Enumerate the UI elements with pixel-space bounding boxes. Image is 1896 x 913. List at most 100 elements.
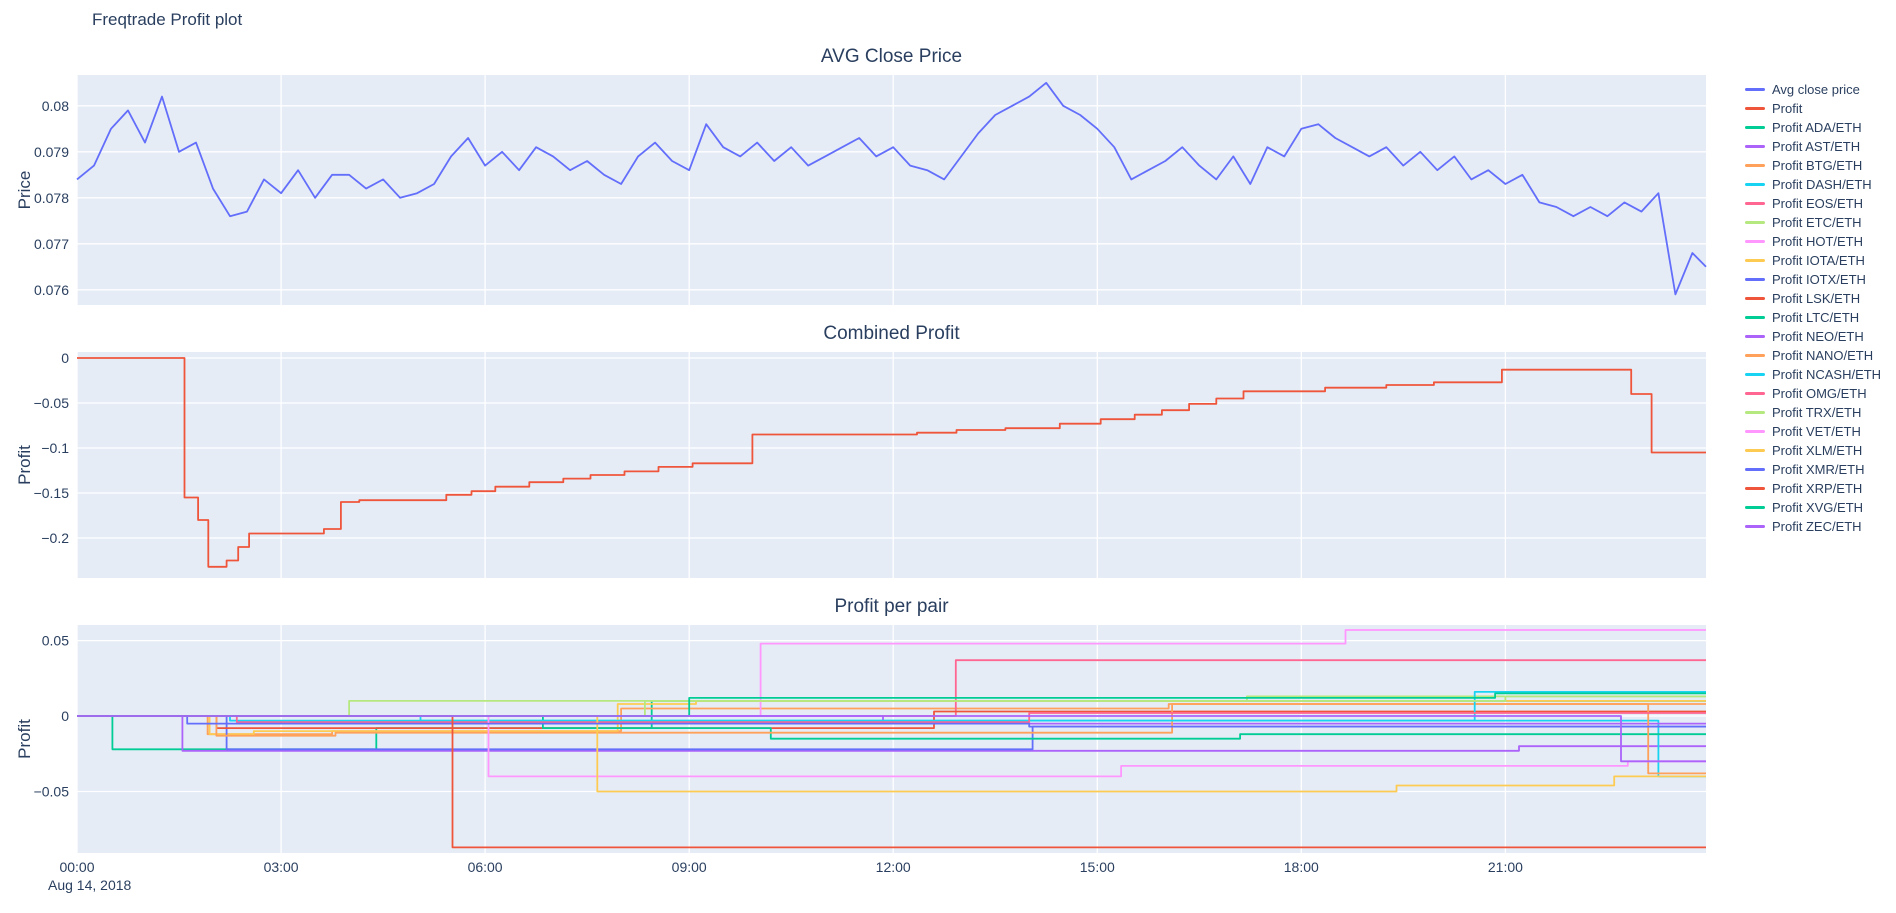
legend-item-profit-dash-eth[interactable]: Profit DASH/ETH: [1745, 175, 1881, 194]
series-profit-ada-eth: [77, 700, 1706, 751]
legend-label: Profit IOTA/ETH: [1772, 253, 1865, 268]
legend-label: Profit HOT/ETH: [1772, 234, 1864, 249]
legend-swatch-icon: [1745, 525, 1765, 528]
series-avg-close-price: [76, 81, 1707, 296]
y-tick-label: 0.077: [34, 236, 69, 252]
legend-item-profit-hot-eth[interactable]: Profit HOT/ETH: [1745, 232, 1881, 251]
legend-item-profit-etc-eth[interactable]: Profit ETC/ETH: [1745, 213, 1881, 232]
legend-item-profit-neo-eth[interactable]: Profit NEO/ETH: [1745, 327, 1881, 346]
legend-item-profit-iota-eth[interactable]: Profit IOTA/ETH: [1745, 251, 1881, 270]
y-axis-title-price-1: Price: [15, 171, 34, 210]
legend-item-profit-vet-eth[interactable]: Profit VET/ETH: [1745, 422, 1881, 441]
legend-label: Profit BTG/ETH: [1772, 158, 1863, 173]
legend-swatch-icon: [1745, 297, 1765, 300]
legend-item-profit-zec-eth[interactable]: Profit ZEC/ETH: [1745, 517, 1881, 536]
legend-swatch-icon: [1745, 202, 1765, 205]
legend-label: Profit LSK/ETH: [1772, 291, 1861, 306]
legend-swatch-icon: [1745, 259, 1765, 262]
legend-item-profit-nano-eth[interactable]: Profit NANO/ETH: [1745, 346, 1881, 365]
x-tick-label: 15:00: [1080, 859, 1115, 875]
y-tick-label: 0.078: [34, 190, 69, 206]
legend-item-profit-ltc-eth[interactable]: Profit LTC/ETH: [1745, 308, 1881, 327]
y-tick-label: 0: [61, 708, 69, 724]
legend-swatch-icon: [1745, 468, 1765, 471]
x-tick-label: 03:00: [264, 859, 299, 875]
y-axis-title-profit-3: Profit: [15, 719, 34, 759]
y-tick-label: −0.1: [41, 440, 69, 456]
legend-label: Profit LTC/ETH: [1772, 310, 1860, 325]
y-tick-label: −0.05: [34, 784, 70, 800]
plot-area-avg-close-price[interactable]: [77, 75, 1706, 305]
y-axis-title-profit-2: Profit: [15, 445, 34, 485]
x-tick-label: 21:00: [1488, 859, 1523, 875]
legend-label: Profit XRP/ETH: [1772, 481, 1863, 496]
legend-swatch-icon: [1745, 487, 1765, 490]
y-tick-label: −0.05: [34, 395, 70, 411]
legend-swatch-icon: [1745, 278, 1765, 281]
legend-item-profit-ncash-eth[interactable]: Profit NCASH/ETH: [1745, 365, 1881, 384]
legend-label: Profit AST/ETH: [1772, 139, 1861, 154]
legend-label: Profit EOS/ETH: [1772, 196, 1864, 211]
y-tick-label: 0: [61, 350, 69, 366]
legend-swatch-icon: [1745, 126, 1765, 129]
legend-label: Profit NCASH/ETH: [1772, 367, 1882, 382]
legend-swatch-icon: [1745, 145, 1765, 148]
legend-item-profit-trx-eth[interactable]: Profit TRX/ETH: [1745, 403, 1881, 422]
plot-area-combined-profit[interactable]: [77, 352, 1706, 578]
legend-item-profit-eos-eth[interactable]: Profit EOS/ETH: [1745, 194, 1881, 213]
legend-label: Profit ETC/ETH: [1772, 215, 1862, 230]
y-tick-label: −0.15: [34, 485, 70, 501]
legend-swatch-icon: [1745, 240, 1765, 243]
legend-label: Profit ADA/ETH: [1772, 120, 1862, 135]
legend-label: Profit VET/ETH: [1772, 424, 1861, 439]
legend-item-profit-omg-eth[interactable]: Profit OMG/ETH: [1745, 384, 1881, 403]
y-tick-label: −0.2: [41, 530, 69, 546]
legend-label: Avg close price: [1772, 82, 1860, 97]
legend-item-avg-close-price[interactable]: Avg close price: [1745, 80, 1881, 99]
x-tick-label: 18:00: [1284, 859, 1319, 875]
legend-item-profit-ast-eth[interactable]: Profit AST/ETH: [1745, 137, 1881, 156]
x-tick-label: 06:00: [468, 859, 503, 875]
legend-swatch-icon: [1745, 430, 1765, 433]
legend-swatch-icon: [1745, 506, 1765, 509]
legend-item-profit-ada-eth[interactable]: Profit ADA/ETH: [1745, 118, 1881, 137]
legend-swatch-icon: [1745, 183, 1765, 186]
legend-label: Profit IOTX/ETH: [1772, 272, 1866, 287]
series-profit-nano-eth: [77, 703, 1706, 775]
y-tick-label: 0.076: [34, 282, 69, 298]
series-profit-xlm-eth: [77, 715, 1706, 793]
legend-swatch-icon: [1745, 316, 1765, 319]
y-tick-label: 0.08: [42, 98, 69, 114]
legend-label: Profit NEO/ETH: [1772, 329, 1864, 344]
legend-item-profit-xvg-eth[interactable]: Profit XVG/ETH: [1745, 498, 1881, 517]
legend-item-profit-xlm-eth[interactable]: Profit XLM/ETH: [1745, 441, 1881, 460]
subplot-title-combined-profit: Combined Profit: [823, 323, 960, 344]
subplot-title-avg-close-price: AVG Close Price: [821, 46, 962, 67]
legend-item-profit-xmr-eth[interactable]: Profit XMR/ETH: [1745, 460, 1881, 479]
y-tick-label: 0.079: [34, 144, 69, 160]
legend-swatch-icon: [1745, 449, 1765, 452]
legend-item-profit-btg-eth[interactable]: Profit BTG/ETH: [1745, 156, 1881, 175]
x-tick-label: 09:00: [672, 859, 707, 875]
legend-label: Profit NANO/ETH: [1772, 348, 1874, 363]
legend-swatch-icon: [1745, 354, 1765, 357]
legend-item-profit-xrp-eth[interactable]: Profit XRP/ETH: [1745, 479, 1881, 498]
legend-label: Profit ZEC/ETH: [1772, 519, 1862, 534]
legend-swatch-icon: [1745, 335, 1765, 338]
legend-label: Profit XLM/ETH: [1772, 443, 1863, 458]
x-axis-date-label: Aug 14, 2018: [48, 877, 132, 893]
series-profit: [77, 357, 1706, 568]
legend-swatch-icon: [1745, 107, 1765, 110]
subplot-title-profit-per-pair: Profit per pair: [834, 596, 949, 617]
series-profit-iota-eth: [77, 700, 1706, 736]
x-tick-label: 12:00: [876, 859, 911, 875]
legend-item-profit-lsk-eth[interactable]: Profit LSK/ETH: [1745, 289, 1881, 308]
legend: Avg close price Profit Profit ADA/ETH Profi…: [1745, 80, 1881, 536]
legend-swatch-icon: [1745, 392, 1765, 395]
legend-item-profit-iotx-eth[interactable]: Profit IOTX/ETH: [1745, 270, 1881, 289]
legend-label: Profit: [1772, 101, 1803, 116]
legend-label: Profit XMR/ETH: [1772, 462, 1865, 477]
legend-item-profit[interactable]: Profit: [1745, 99, 1881, 118]
x-tick-label: 00:00: [59, 859, 94, 875]
